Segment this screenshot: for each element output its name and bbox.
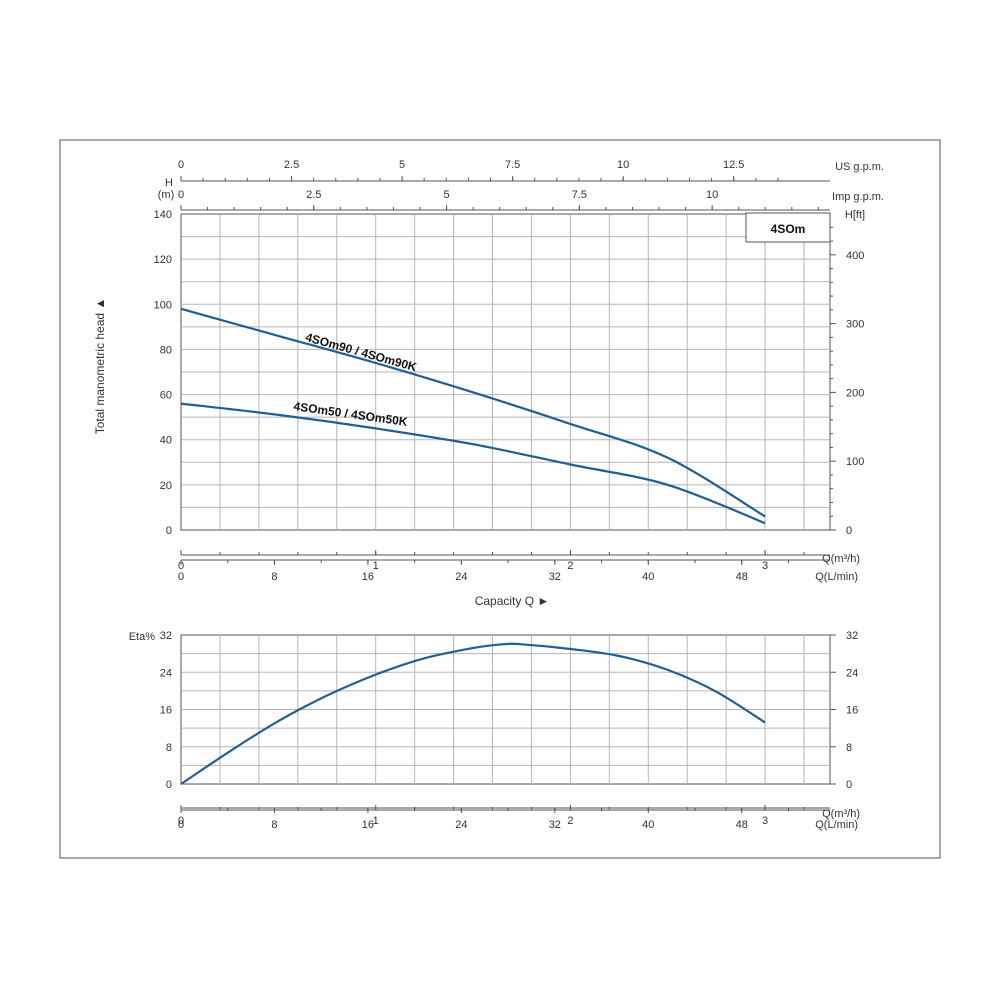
flow-lmin-tick-label: 48 xyxy=(736,819,748,831)
series-4som90-curve xyxy=(180,307,766,518)
head-chart: 0 2.5 5 7.5 10 12.5 US g.p.m.0 2.5 5 7.5 10 Imp g.p… xyxy=(93,159,884,608)
eta-y-tick-label: 16 xyxy=(160,705,172,717)
head-y-tick-label: 120 xyxy=(154,254,172,266)
us-gpm-tick-label: 2.5 xyxy=(284,159,299,171)
head-y-tick-label: 100 xyxy=(154,299,172,311)
flow-lmin-tick-label: 24 xyxy=(455,819,467,831)
flow-lmin-tick-label: 0 xyxy=(178,819,184,831)
flow-lmin-tick-label: 16 xyxy=(362,819,374,831)
head-ft-tick-label: 100 xyxy=(846,456,864,468)
head-y-tick-label: 80 xyxy=(160,344,172,356)
head-y-tick-label: 60 xyxy=(160,390,172,402)
capacity-axis-title: Capacity Q ► xyxy=(475,594,550,608)
flow-lmin-tick-label: 32 xyxy=(549,819,561,831)
imp-gpm-tick-label: 10 xyxy=(706,189,718,201)
eta-y-right-tick-label: 24 xyxy=(846,667,858,679)
model-badge xyxy=(745,212,831,243)
head-unit-m: (m) xyxy=(158,189,175,201)
eta-y-right-tick-label: 32 xyxy=(846,630,858,642)
flow-lmin-tick-label: 16 xyxy=(362,571,374,583)
head-unit-letter: H xyxy=(165,177,173,189)
head-y-tick-label: 40 xyxy=(160,435,172,447)
series-4som90-label: 4SOm90 / 4SOm90K xyxy=(304,330,419,374)
us-gpm-tick-label: 0 xyxy=(178,159,184,171)
series-4som50-curve xyxy=(180,402,766,525)
eta-y-right-tick-label: 16 xyxy=(846,705,858,717)
flow-lmin-tick-label: 32 xyxy=(549,571,561,583)
eta-axis-title: Eta% xyxy=(129,631,156,643)
flow-lmin-unit: Q(L/min) xyxy=(815,819,858,831)
flow-m3h-tick-label: 2 xyxy=(567,560,573,572)
imp-gpm-tick-label: 0 xyxy=(178,189,184,201)
head-ft-tick-label: 200 xyxy=(846,387,864,399)
flow-m3h-tick-label: 3 xyxy=(762,560,768,572)
flow-m3h-tick-label: 0 xyxy=(178,815,184,827)
flow-m3h-unit: Q(m³/h) xyxy=(822,808,860,820)
eta-y-right-tick-label: 0 xyxy=(846,779,852,791)
head-ft-tick-label: 0 xyxy=(846,525,852,537)
head-ft-tick-label: 400 xyxy=(846,250,864,262)
flow-m3h-unit: Q(m³/h) xyxy=(822,553,860,565)
flow-m3h-tick-label: 1 xyxy=(373,560,379,572)
eta-y-tick-label: 32 xyxy=(160,630,172,642)
us-gpm-tick-label: 7.5 xyxy=(505,159,520,171)
efficiency-curve xyxy=(180,642,766,785)
imp-gpm-unit: Imp g.p.m. xyxy=(832,191,884,203)
flow-lmin-unit: Q(L/min) xyxy=(815,571,858,583)
flow-lmin-tick-label: 8 xyxy=(271,571,277,583)
eta-y-tick-label: 8 xyxy=(166,742,172,754)
eta-y-tick-label: 0 xyxy=(166,779,172,791)
flow-lmin-tick-label: 48 xyxy=(736,571,748,583)
head-y-tick-label: 0 xyxy=(166,525,172,537)
outer-frame xyxy=(59,139,941,859)
head-y-tick-label: 20 xyxy=(160,480,172,492)
model-badge-label: 4SOm xyxy=(771,222,806,236)
flow-lmin-tick-label: 24 xyxy=(455,571,467,583)
flow-lmin-tick-label: 40 xyxy=(642,819,654,831)
flow-lmin-tick-label: 8 xyxy=(271,819,277,831)
us-gpm-unit: US g.p.m. xyxy=(835,161,884,173)
flow-lmin-tick-label: 40 xyxy=(642,571,654,583)
eta-y-right-tick-label: 8 xyxy=(846,742,852,754)
head-axis-title: Total manometric head ▲ xyxy=(93,298,107,435)
flow-m3h-tick-label: 3 xyxy=(762,815,768,827)
head-ft-tick-label: 300 xyxy=(846,319,864,331)
flow-lmin-tick-label: 0 xyxy=(178,571,184,583)
flow-m3h-tick-label: 0 xyxy=(178,560,184,572)
us-gpm-tick-label: 10 xyxy=(617,159,629,171)
head-ft-unit: H[ft] xyxy=(845,209,865,221)
us-gpm-tick-label: 12.5 xyxy=(723,159,744,171)
eta-y-tick-label: 24 xyxy=(160,667,172,679)
flow-m3h-tick-label: 1 xyxy=(373,815,379,827)
imp-gpm-tick-label: 2.5 xyxy=(306,189,321,201)
us-gpm-tick-label: 5 xyxy=(399,159,405,171)
flow-m3h-tick-label: 2 xyxy=(567,815,573,827)
imp-gpm-tick-label: 5 xyxy=(444,189,450,201)
head-y-tick-label: 140 xyxy=(154,209,172,221)
imp-gpm-tick-label: 7.5 xyxy=(572,189,587,201)
